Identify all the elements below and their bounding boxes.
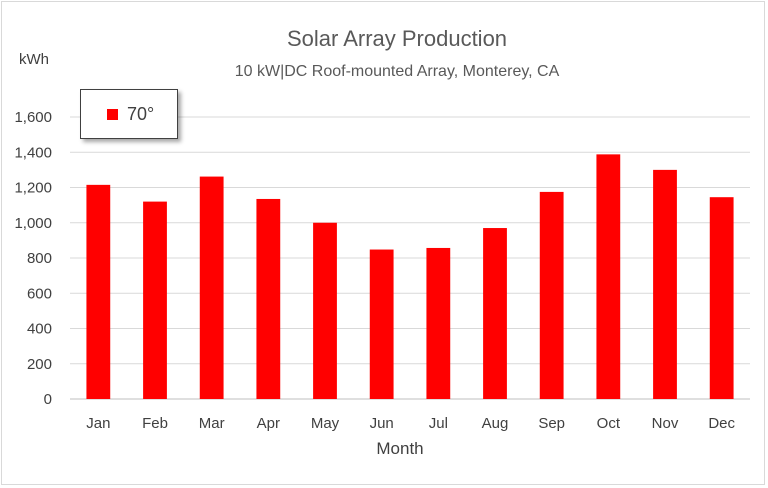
y-tick-label: 200 bbox=[27, 356, 52, 373]
bar-jul bbox=[426, 247, 451, 399]
x-tick-label-feb: Feb bbox=[142, 415, 168, 432]
bar-aug bbox=[483, 228, 507, 399]
x-tick-label-jul: Jul bbox=[429, 415, 448, 432]
bar-may bbox=[313, 222, 337, 399]
legend-swatch bbox=[107, 108, 118, 120]
y-tick-label: 1,000 bbox=[14, 215, 52, 232]
x-tick-label-aug: Aug bbox=[482, 415, 509, 432]
y-tick-label: 600 bbox=[27, 285, 52, 302]
bar-feb bbox=[143, 201, 167, 399]
legend-label: 70° bbox=[127, 103, 155, 124]
x-tick-labels: Jan Feb Mar Apr May Jun Jul Aug Sep Oct Nov Dec bbox=[86, 415, 735, 432]
x-tick-label-oct: Oct bbox=[597, 415, 621, 432]
bar-dec bbox=[709, 197, 734, 399]
bar-apr bbox=[256, 198, 281, 399]
x-tick-label-apr: Apr bbox=[257, 415, 280, 432]
chart-subtitle: 10 kW|DC Roof-mounted Array, Monterey, C… bbox=[235, 63, 560, 80]
bars bbox=[86, 154, 734, 399]
gridlines bbox=[70, 116, 750, 400]
x-tick-label-nov: Nov bbox=[652, 415, 679, 432]
x-axis-label: Month bbox=[376, 439, 423, 458]
chart-title: Solar Array Production bbox=[287, 26, 507, 51]
y-tick-label: 1,200 bbox=[14, 180, 52, 197]
bar-oct bbox=[596, 154, 621, 399]
y-tick-label: 400 bbox=[27, 321, 52, 338]
x-tick-label-dec: Dec bbox=[708, 415, 735, 432]
x-tick-label-may: May bbox=[311, 415, 340, 432]
x-tick-label-jan: Jan bbox=[86, 415, 110, 432]
x-tick-label-mar: Mar bbox=[199, 415, 225, 432]
x-tick-label-jun: Jun bbox=[370, 415, 394, 432]
bar-sep bbox=[539, 191, 564, 399]
y-tick-label: 1,600 bbox=[14, 109, 52, 126]
legend: 70° bbox=[80, 89, 178, 139]
y-tick-labels: 0 200 400 600 800 1,000 1,200 1,400 1,600 bbox=[14, 109, 52, 408]
x-tick-label-sep: Sep bbox=[538, 415, 565, 432]
bar-nov bbox=[653, 169, 677, 399]
y-axis-unit-label: kWh bbox=[19, 51, 49, 68]
y-tick-label: 1,400 bbox=[14, 144, 52, 161]
bar-jun bbox=[369, 249, 394, 399]
bar-mar bbox=[199, 176, 224, 399]
y-tick-label: 800 bbox=[27, 250, 52, 267]
bar-jan bbox=[86, 184, 111, 399]
y-tick-label: 0 bbox=[44, 391, 52, 408]
